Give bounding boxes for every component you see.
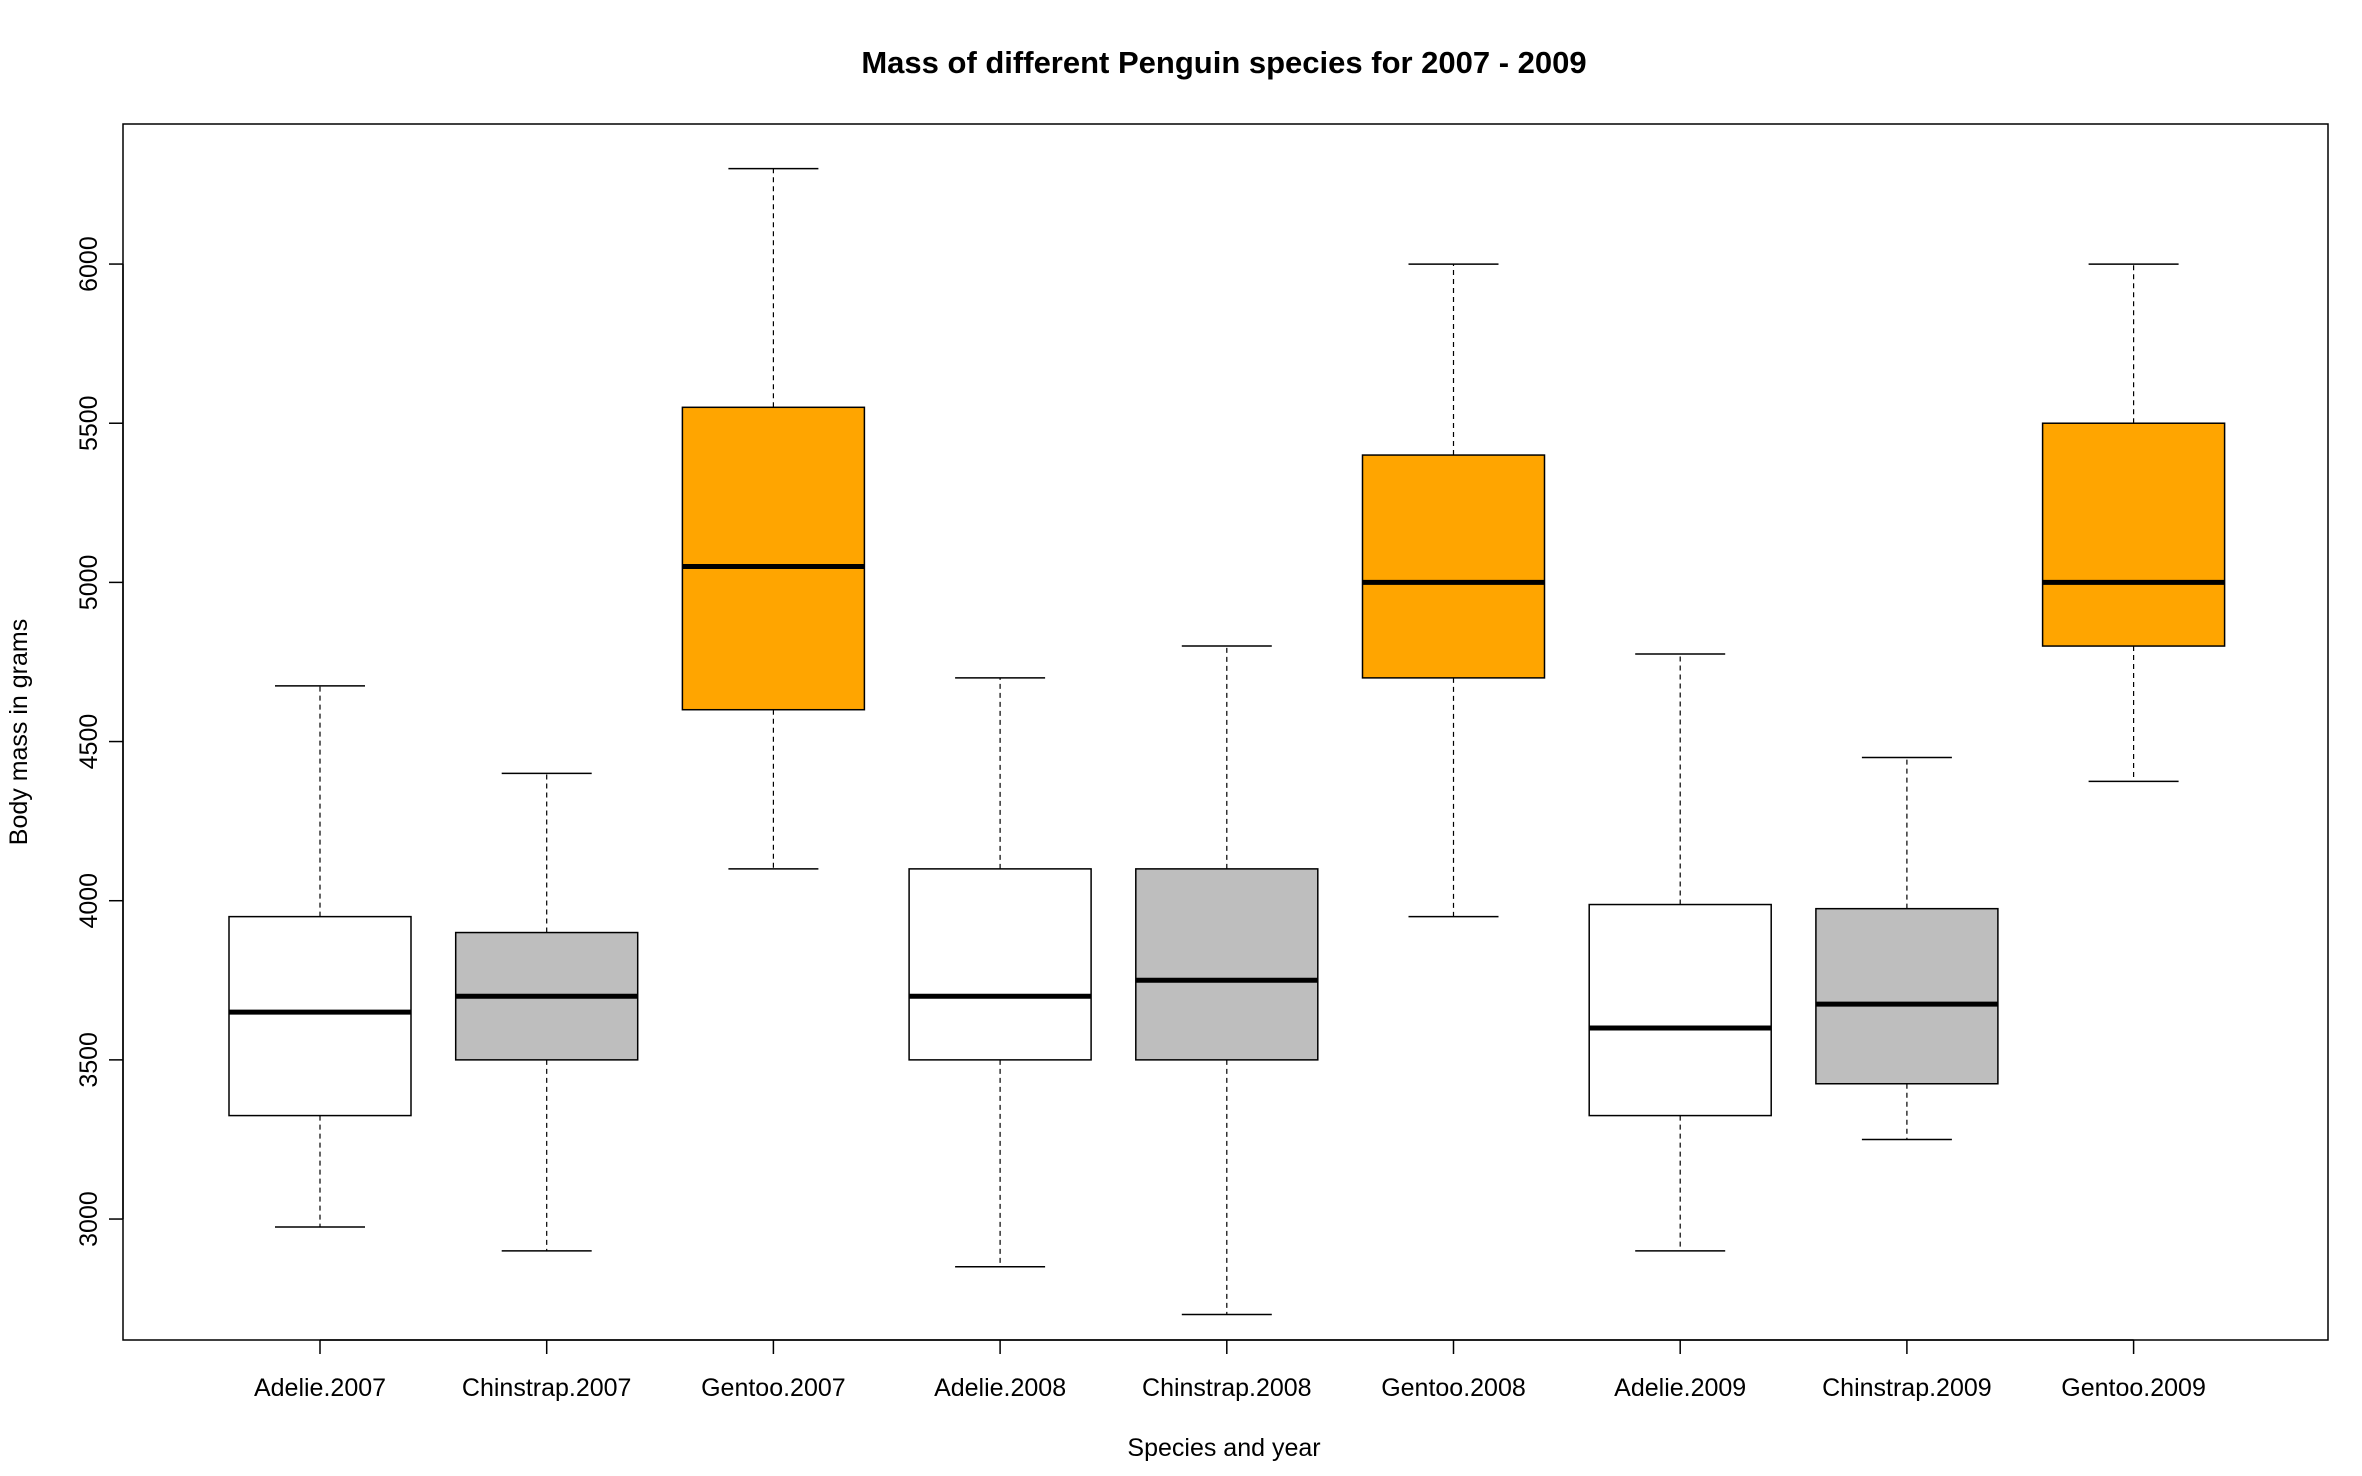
y-axis: 3000 3500 4000 4500 5000 5500 6000 bbox=[75, 236, 124, 1247]
box-Adelie.2009 bbox=[1588, 653, 1772, 1252]
boxes-group bbox=[228, 167, 2226, 1316]
x-tick-label: Adelie.2007 bbox=[254, 1374, 386, 1402]
iqr-box bbox=[1361, 454, 1546, 679]
iqr-box bbox=[1588, 903, 1772, 1117]
iqr-box bbox=[908, 868, 1092, 1061]
y-tick-label: 4000 bbox=[75, 873, 103, 929]
iqr-box bbox=[2041, 422, 2226, 647]
box-Adelie.2007 bbox=[228, 685, 412, 1228]
y-tick-label: 3000 bbox=[75, 1191, 103, 1247]
x-tick-label: Chinstrap.2008 bbox=[1142, 1374, 1312, 1402]
x-tick-label: Gentoo.2007 bbox=[701, 1374, 846, 1402]
x-axis-label: Species and year bbox=[1127, 1434, 1320, 1462]
iqr-box bbox=[1815, 907, 1999, 1085]
y-tick-label: 5500 bbox=[75, 395, 103, 451]
iqr-box bbox=[228, 915, 412, 1117]
box-Chinstrap.2008 bbox=[1135, 645, 1319, 1316]
x-tick-label: Adelie.2008 bbox=[934, 1374, 1066, 1402]
box-Gentoo.2009 bbox=[2041, 263, 2226, 783]
box-Chinstrap.2009 bbox=[1815, 756, 1999, 1141]
y-tick-label: 3500 bbox=[75, 1032, 103, 1088]
box-Adelie.2008 bbox=[908, 677, 1092, 1268]
y-axis-label: Body mass in grams bbox=[5, 619, 33, 845]
box-Chinstrap.2007 bbox=[454, 772, 639, 1252]
box-Gentoo.2007 bbox=[681, 167, 866, 870]
y-tick-label: 6000 bbox=[75, 236, 103, 292]
iqr-box bbox=[681, 406, 866, 711]
x-tick-label: Gentoo.2009 bbox=[2061, 1374, 2206, 1402]
x-axis: Adelie.2007 Chinstrap.2007 Gentoo.2007 Adel… bbox=[254, 1339, 2206, 1402]
chart-title: Mass of different Penguin species for 20… bbox=[861, 45, 1586, 80]
iqr-box bbox=[1135, 868, 1319, 1061]
x-tick-label: Gentoo.2008 bbox=[1381, 1374, 1526, 1402]
x-tick-label: Chinstrap.2009 bbox=[1822, 1374, 1992, 1402]
y-tick-label: 5000 bbox=[75, 555, 103, 611]
x-tick-label: Adelie.2009 bbox=[1614, 1374, 1746, 1402]
y-tick-label: 4500 bbox=[75, 714, 103, 770]
box-Gentoo.2008 bbox=[1361, 263, 1546, 918]
plot-frame bbox=[122, 123, 2329, 1341]
x-tick-label: Chinstrap.2007 bbox=[462, 1374, 632, 1402]
